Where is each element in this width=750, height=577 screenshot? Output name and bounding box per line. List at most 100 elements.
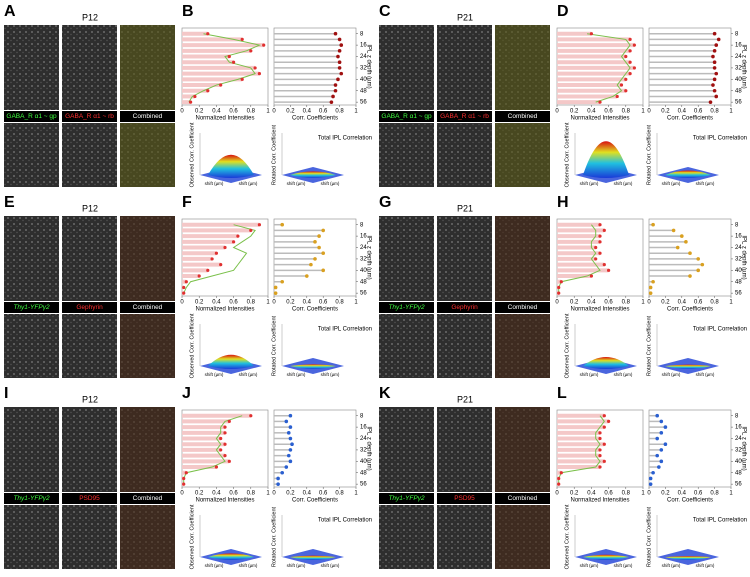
x-tick-label: 0.8 — [710, 300, 719, 306]
red-point — [598, 223, 602, 227]
x-tick-label: 1 — [729, 491, 733, 497]
y-tick-label: 48 — [360, 88, 367, 94]
red-point — [223, 425, 227, 429]
axis-label: IPL z depth (µm) — [365, 44, 371, 88]
red-point — [214, 251, 218, 255]
x-tick-label: 0.4 — [678, 491, 687, 497]
corr-point — [273, 291, 278, 295]
y-tick-label: 8 — [735, 222, 739, 228]
x-tick-label: 0.8 — [335, 300, 344, 306]
micrograph — [4, 314, 59, 378]
channel-label: Gephyrin — [451, 304, 478, 311]
overlay-tint — [120, 216, 175, 301]
corr-point — [655, 436, 659, 441]
corr-point — [337, 49, 342, 53]
red-point — [232, 240, 236, 244]
channel-label: Thy1-YFPγ2 — [388, 304, 425, 311]
y-tick-label: 40 — [735, 77, 742, 83]
y-tick-label: 48 — [735, 470, 742, 476]
z-axis-label: Rotated Corr. Coefficient — [271, 506, 277, 567]
z-axis-label: Rotated Corr. Coefficient — [646, 124, 652, 185]
corr-point — [659, 431, 664, 435]
surface-peak — [290, 555, 336, 560]
overlay-tint — [495, 314, 550, 378]
red-point — [253, 66, 257, 70]
corr-point — [651, 222, 655, 227]
shift-label: shift (µm) — [239, 563, 258, 568]
label-strip — [495, 111, 550, 122]
x-tick-label: 0 — [180, 491, 184, 497]
micrograph — [437, 407, 492, 492]
micrograph — [437, 314, 492, 378]
red-point — [598, 240, 602, 244]
shift-label: shift (µm) — [662, 181, 681, 186]
x-tick-label: 0.6 — [694, 491, 703, 497]
corr-point — [288, 448, 293, 452]
plot-frame — [273, 409, 357, 488]
surface-title: Total IPL Correlation — [318, 327, 372, 333]
corr-point — [284, 419, 289, 424]
label-strip — [379, 302, 434, 313]
x-tick-label: 0 — [180, 109, 184, 115]
corr-point — [657, 465, 661, 469]
y-tick-label: 24 — [360, 54, 367, 60]
corr-point — [321, 228, 326, 233]
red-point — [602, 414, 606, 418]
corr-point — [339, 71, 344, 76]
x-tick-label: 0.4 — [303, 491, 312, 497]
corr-point — [655, 413, 659, 418]
y-tick-label: 24 — [360, 245, 367, 251]
y-tick-label: 16 — [360, 43, 367, 49]
axis-label: Corr. Coefficients — [292, 307, 338, 313]
red-point — [594, 257, 598, 261]
plot-frame — [648, 409, 732, 488]
x-tick-label: 0.2 — [570, 300, 579, 306]
corr-point — [288, 459, 293, 464]
y-tick-label: 40 — [735, 268, 742, 274]
x-tick-label: 0.6 — [694, 300, 703, 306]
red-point — [557, 482, 561, 486]
channel-label: PSD95 — [454, 495, 475, 502]
channel-label: Combined — [133, 304, 163, 311]
x-tick-label: 0.8 — [710, 109, 719, 115]
y-tick-label: 32 — [360, 66, 367, 72]
axis-label: Normalized Intensities — [195, 307, 254, 313]
corr-point — [317, 245, 321, 250]
shift-label: shift (µm) — [239, 372, 258, 377]
x-tick-label: 0.2 — [661, 109, 670, 115]
red-point — [182, 476, 186, 481]
red-point — [557, 291, 561, 295]
plot-frame — [648, 27, 732, 106]
corr-point — [333, 31, 338, 36]
x-tick-label: 1 — [641, 491, 645, 497]
x-tick-label: 0.4 — [587, 300, 596, 306]
label-strip — [120, 493, 175, 504]
red-point — [557, 285, 561, 290]
z-axis-label: Observed Corr. Coefficient — [564, 504, 570, 569]
corr-point — [329, 100, 334, 104]
corr-point — [688, 251, 692, 256]
red-point — [257, 223, 261, 227]
red-point — [628, 49, 632, 53]
red-point — [628, 60, 632, 64]
y-tick-label: 8 — [735, 413, 739, 419]
shift-label: shift (µm) — [696, 563, 715, 568]
red-point — [249, 228, 253, 233]
x-tick-label: 0 — [272, 491, 276, 497]
red-point — [598, 251, 602, 255]
x-tick-label: 1 — [729, 300, 733, 306]
y-tick-label: 40 — [360, 459, 367, 465]
label-strip — [120, 111, 175, 122]
shift-label: shift (µm) — [287, 563, 306, 568]
x-tick-label: 0.8 — [335, 109, 344, 115]
panel-letter: F — [182, 194, 192, 211]
y-tick-label: 56 — [360, 482, 367, 488]
y-tick-label: 40 — [735, 459, 742, 465]
channel-label: Combined — [133, 113, 163, 120]
red-point — [262, 43, 266, 47]
red-point — [598, 436, 602, 441]
red-point — [240, 77, 244, 81]
label-strip — [62, 302, 117, 313]
shift-label: shift (µm) — [205, 563, 224, 568]
red-point — [184, 471, 188, 475]
